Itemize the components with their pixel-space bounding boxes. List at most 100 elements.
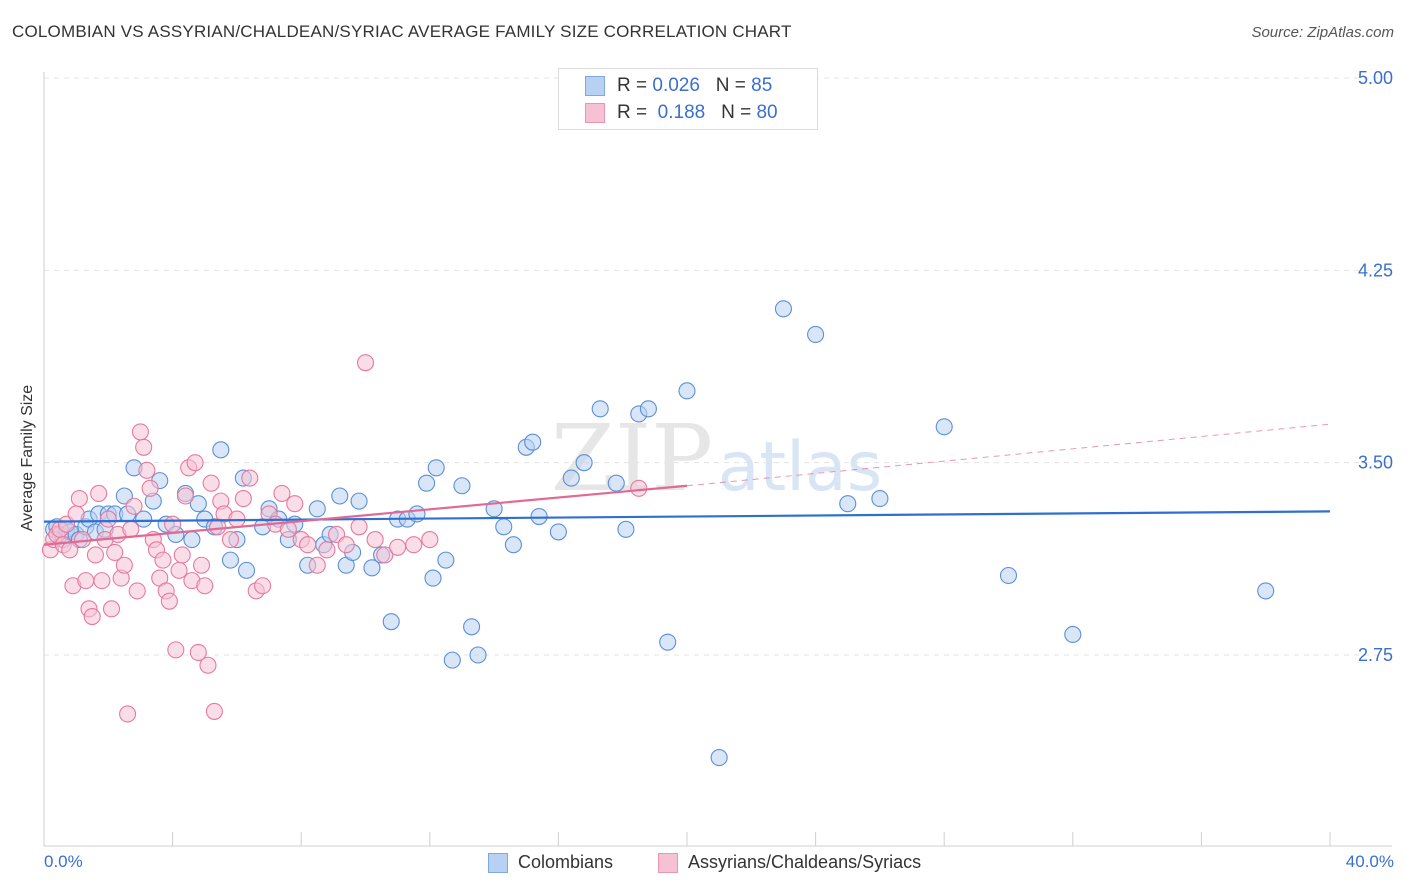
colombian-point: [774, 300, 793, 318]
colombian-point: [463, 618, 481, 636]
assyrian-point: [131, 423, 149, 441]
assyrian-point: [202, 474, 220, 492]
colombian-point: [221, 551, 240, 569]
y-tick-label: 5.00: [1358, 68, 1393, 88]
assyrian-point: [83, 607, 101, 626]
assyrian-point: [205, 702, 223, 720]
y-axis-label: Average Family Size: [19, 384, 36, 532]
colombian-point: [562, 469, 580, 487]
legend-row-assyrians: R = 0.188 N = 80: [585, 101, 778, 125]
legend-r-value: 0.188: [657, 102, 706, 123]
assyrian-point: [115, 556, 133, 574]
assyrian-point: [366, 531, 384, 549]
colombian-point: [308, 500, 326, 518]
assyrian-point: [77, 572, 95, 590]
x-tick-max: 40.0%: [1345, 852, 1394, 871]
watermark: ZIP atlas: [551, 405, 882, 512]
colombian-point: [183, 531, 201, 549]
assyrian-point: [90, 484, 108, 502]
colombian-point: [427, 459, 445, 477]
assyrian-point: [318, 541, 336, 559]
colombian-point: [639, 400, 657, 418]
assyrians-points: [41, 354, 648, 723]
colombian-point: [437, 551, 455, 569]
assyrian-point: [299, 536, 317, 554]
colombian-point: [237, 561, 256, 579]
chart-source: Source: ZipAtlas.com: [1251, 24, 1394, 41]
assyrian-point: [173, 546, 191, 564]
assyrian-point: [67, 505, 85, 523]
assyrian-point: [192, 556, 211, 574]
colombian-point: [575, 454, 593, 472]
assyrian-point: [106, 543, 124, 561]
assyrian-point: [630, 479, 648, 497]
assyrian-point: [141, 479, 159, 497]
colombian-point: [189, 495, 207, 513]
legend-r-value: 0.026: [652, 75, 700, 96]
assyrian-point: [350, 518, 368, 536]
assyrian-point: [199, 656, 217, 674]
grid-lines: [44, 77, 1392, 656]
assyrian-point: [286, 495, 304, 513]
assyrians-trend-line: [43, 484, 688, 546]
colombian-point: [418, 474, 436, 492]
assyrians-trend-extension: [686, 423, 1331, 487]
y-tick-label: 3.50: [1358, 453, 1393, 473]
assyrian-point: [128, 582, 146, 600]
assyrian-point: [356, 354, 375, 372]
trend-lines: [43, 423, 1331, 546]
assyrian-point: [138, 461, 156, 479]
assyrian-point: [99, 510, 117, 528]
assyrian-point: [160, 592, 178, 610]
assyrian-point: [405, 536, 423, 554]
colombian-point: [212, 441, 230, 459]
colombian-point: [135, 510, 153, 528]
assyrian-point: [337, 536, 355, 554]
legend-r-label: R =: [617, 102, 648, 123]
assyrian-point: [176, 487, 195, 505]
colombian-point: [495, 518, 513, 536]
legend-row-colombians: R = 0.026 N = 85: [585, 74, 772, 98]
colombian-point: [382, 613, 400, 631]
assyrian-point: [122, 520, 140, 538]
watermark-atlas: atlas: [718, 428, 882, 507]
colombian-point: [524, 433, 542, 451]
colombian-point: [530, 507, 548, 526]
legend-swatch-pink: [585, 103, 605, 123]
colombian-point: [363, 559, 381, 577]
colombian-point: [607, 474, 625, 492]
legend-n-label: N =: [721, 102, 752, 123]
colombian-point: [678, 382, 696, 400]
bottom-legend-label: Colombians: [518, 852, 614, 872]
colombian-point: [710, 749, 728, 767]
assyrian-point: [70, 490, 88, 508]
colombians-trend-line: [43, 510, 1331, 523]
bottom-legend-swatch-pink: [658, 852, 678, 873]
colombian-point: [504, 536, 522, 554]
assyrian-point: [186, 454, 204, 472]
bottom-legend-colombians: Colombians: [488, 852, 613, 873]
bottom-legend-label: Assyrians/Chaldeans/Syriacs: [688, 852, 922, 872]
colombian-point: [549, 523, 567, 541]
bottom-legend: Colombians Assyrians/Chaldeans/Syriacs: [0, 852, 1406, 876]
assyrian-point: [421, 531, 439, 549]
assyrian-point: [93, 572, 111, 590]
legend-r-label: R =: [617, 75, 648, 96]
colombian-point: [659, 633, 677, 651]
assyrian-point: [273, 484, 291, 502]
colombian-point: [871, 490, 889, 508]
assyrian-point: [125, 497, 143, 515]
colombian-point: [617, 520, 635, 538]
correlation-legend: R = 0.026 N = 85 R = 0.188 N = 80: [558, 68, 818, 130]
y-tick-label: 2.75: [1358, 645, 1393, 665]
assyrian-point: [167, 641, 185, 659]
bottom-legend-swatch-blue: [488, 852, 508, 873]
colombian-point: [453, 477, 471, 495]
legend-n-value: 85: [751, 75, 773, 96]
legend-n-value: 80: [756, 102, 778, 123]
x-tick-min: 0.0%: [44, 852, 83, 871]
assyrian-point: [86, 546, 104, 564]
legend-n-label: N =: [715, 75, 746, 96]
assyrian-point: [254, 577, 272, 595]
bottom-legend-assyrians: Assyrians/Chaldeans/Syriacs: [658, 852, 921, 873]
